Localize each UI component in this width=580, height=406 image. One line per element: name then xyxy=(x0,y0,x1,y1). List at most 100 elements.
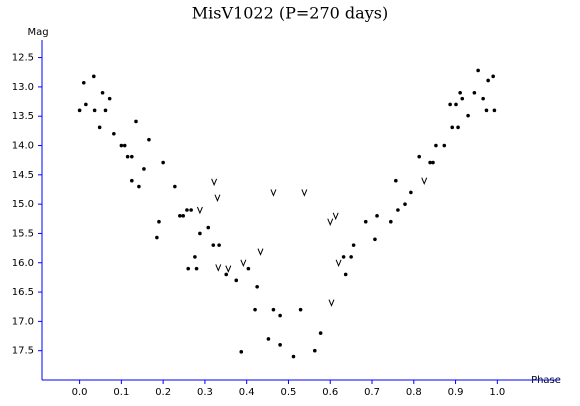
upper-limit-marker xyxy=(240,259,247,268)
y-tick-label: 15.0 xyxy=(12,199,34,210)
data-point xyxy=(234,278,239,283)
data-point xyxy=(460,96,465,101)
data-point xyxy=(185,208,189,212)
data-point xyxy=(466,113,470,118)
x-tick-label: 0.0 xyxy=(72,387,88,398)
y-tick-label: 16.0 xyxy=(12,258,34,269)
data-point xyxy=(181,214,185,218)
data-point xyxy=(341,255,346,259)
data-point xyxy=(271,307,276,312)
data-point xyxy=(119,143,124,148)
data-point xyxy=(298,307,303,312)
upper-limit-marker xyxy=(301,189,308,197)
data-point xyxy=(186,266,191,271)
data-point xyxy=(448,102,452,107)
data-point xyxy=(206,225,211,230)
y-tick-label: 14.0 xyxy=(12,141,34,152)
data-point xyxy=(472,90,477,95)
data-point xyxy=(389,219,393,224)
data-point xyxy=(403,202,407,206)
data-point xyxy=(246,266,251,271)
data-point xyxy=(134,119,138,124)
data-point xyxy=(375,214,379,218)
data-point xyxy=(155,235,159,240)
data-point xyxy=(492,108,497,113)
data-point xyxy=(450,125,455,130)
data-point xyxy=(194,266,199,271)
y-tick-label: 17.5 xyxy=(12,346,34,357)
chart-title: MisV1022 (P=270 days) xyxy=(192,4,388,23)
data-point xyxy=(130,154,134,159)
data-point xyxy=(291,354,296,359)
data-point xyxy=(396,208,400,212)
data-point xyxy=(266,337,271,341)
data-point xyxy=(198,231,202,236)
data-point xyxy=(442,143,447,148)
upper-limit-marker xyxy=(215,264,222,272)
upper-limit-marker xyxy=(214,194,221,202)
data-point xyxy=(394,178,398,183)
upper-limit-marker xyxy=(328,299,335,307)
data-point xyxy=(92,108,97,113)
data-point xyxy=(373,237,377,242)
y-tick-label: 16.5 xyxy=(12,287,34,298)
data-point xyxy=(157,219,161,224)
y-tick-label: 15.5 xyxy=(12,228,34,239)
data-point xyxy=(211,243,216,247)
data-point xyxy=(253,307,257,312)
y-tick-label: 13.0 xyxy=(12,82,34,93)
upper-limit-marker xyxy=(196,206,203,215)
data-point xyxy=(255,284,259,289)
data-point xyxy=(193,255,197,259)
data-point xyxy=(100,90,105,95)
data-point xyxy=(125,154,130,159)
data-point xyxy=(77,108,82,113)
upper-limit-marker xyxy=(332,212,339,221)
data-point xyxy=(189,208,193,212)
x-tick-label: 0.9 xyxy=(448,387,464,398)
data-point xyxy=(431,160,435,165)
data-point xyxy=(428,160,432,165)
x-tick-label: 0.3 xyxy=(197,387,213,398)
y-tick-label: 12.5 xyxy=(12,53,34,64)
data-point xyxy=(217,243,221,247)
upper-limit-marker xyxy=(270,189,277,197)
data-point xyxy=(278,313,282,318)
upper-limit-marker xyxy=(327,218,334,227)
data-point xyxy=(239,350,244,354)
data-point xyxy=(137,184,141,189)
data-point xyxy=(161,160,165,165)
y-tick-label: 13.5 xyxy=(12,111,34,122)
x-tick-label: 0.5 xyxy=(281,387,297,398)
data-point xyxy=(142,167,146,171)
data-point xyxy=(130,178,134,183)
data-point xyxy=(103,108,108,113)
data-point xyxy=(363,219,368,224)
data-point xyxy=(278,343,282,347)
data-point xyxy=(224,272,229,277)
data-point xyxy=(312,348,317,353)
data-point xyxy=(173,184,177,189)
data-point xyxy=(434,143,438,148)
data-point xyxy=(84,102,88,107)
data-point xyxy=(92,74,96,79)
upper-limit-marker xyxy=(421,177,428,185)
data-point xyxy=(409,190,413,195)
data-point xyxy=(112,131,116,136)
data-point xyxy=(318,331,323,335)
data-point xyxy=(486,78,490,83)
data-point xyxy=(178,214,182,218)
data-point xyxy=(349,255,353,259)
data-point xyxy=(491,74,495,79)
data-point xyxy=(417,154,422,159)
x-tick-label: 1.0 xyxy=(489,387,505,398)
data-point xyxy=(351,243,356,247)
upper-limit-marker xyxy=(257,248,264,256)
x-tick-label: 0.7 xyxy=(364,387,380,398)
data-point xyxy=(456,125,460,130)
y-axis-label: Mag xyxy=(27,27,48,38)
data-point xyxy=(476,68,480,73)
data-point xyxy=(122,143,127,148)
x-tick-label: 0.8 xyxy=(406,387,422,398)
